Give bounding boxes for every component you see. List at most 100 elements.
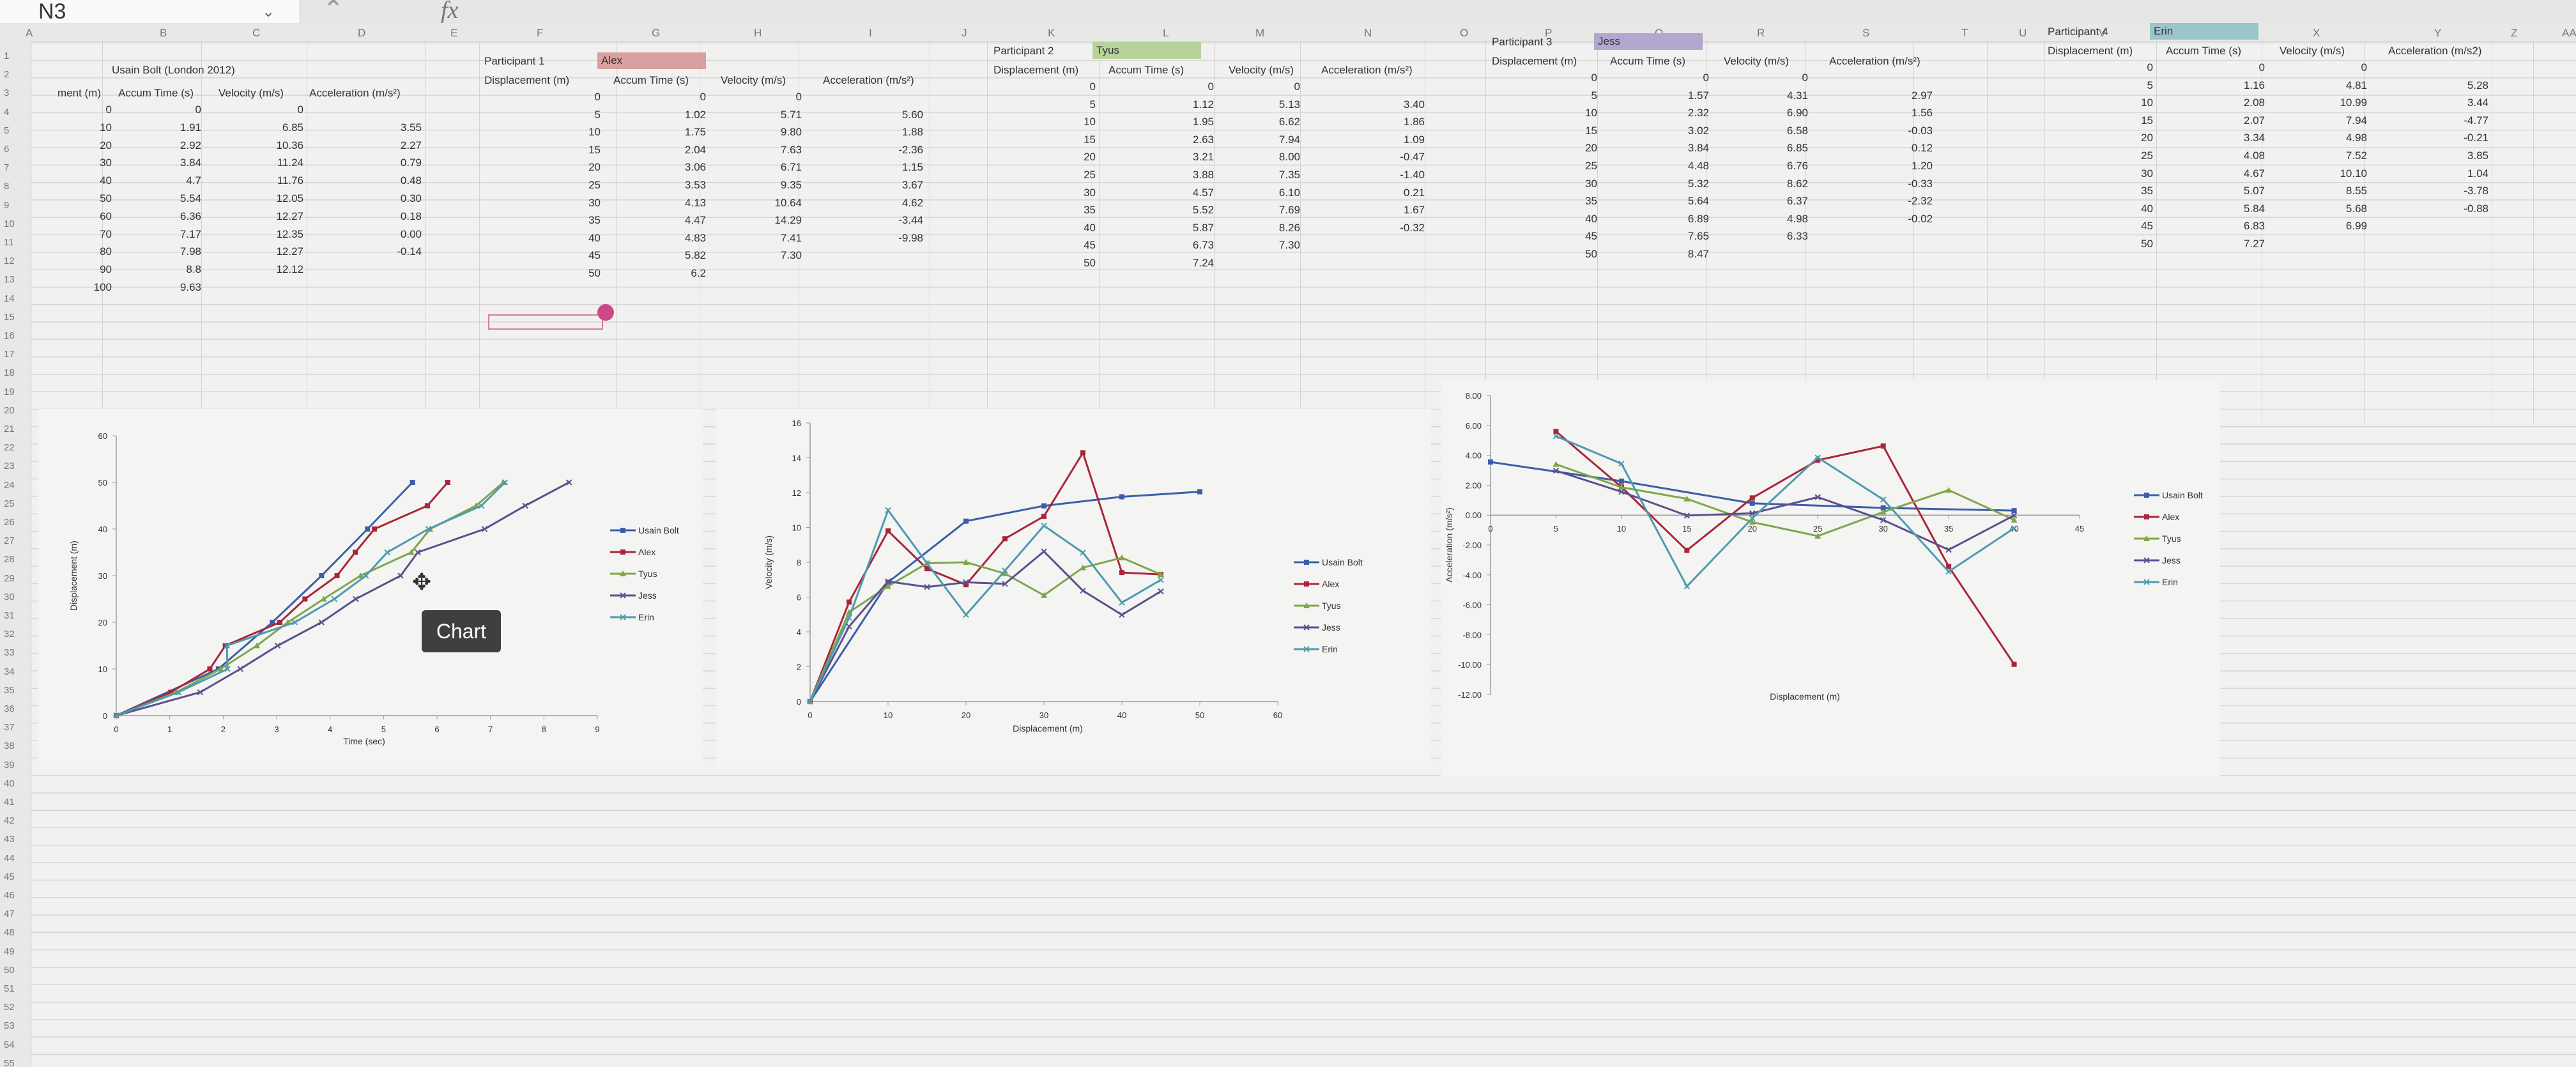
- row-header[interactable]: 46: [4, 890, 15, 901]
- participant-cell[interactable]: 40: [1585, 212, 1597, 225]
- participant-cell[interactable]: 5.52: [1192, 204, 1214, 217]
- participant-cell[interactable]: 5.68: [2345, 202, 2367, 215]
- participant-cell[interactable]: 5.60: [901, 108, 923, 121]
- participant-name[interactable]: Jess: [1594, 33, 1703, 50]
- collaborator-avatar[interactable]: [597, 304, 614, 321]
- bolt-cell[interactable]: 0.30: [400, 192, 422, 204]
- participant-cell[interactable]: 6.33: [1786, 230, 1808, 243]
- participant-cell[interactable]: 6.71: [780, 161, 802, 174]
- bolt-cell[interactable]: 50: [100, 192, 112, 204]
- row-header[interactable]: 31: [4, 610, 15, 621]
- bolt-cell[interactable]: 0: [297, 104, 303, 116]
- bolt-cell[interactable]: 90: [100, 263, 112, 276]
- participant-cell[interactable]: 6.2: [691, 267, 706, 279]
- participant-cell[interactable]: 1.12: [1192, 98, 1214, 111]
- bolt-cell[interactable]: 100: [93, 281, 112, 293]
- participant-cell[interactable]: 7.27: [2243, 238, 2265, 250]
- participant-cell[interactable]: 7.35: [1278, 169, 1300, 181]
- row-header[interactable]: 26: [4, 517, 15, 528]
- participant-cell[interactable]: 4.98: [1786, 212, 1808, 225]
- column-header[interactable]: B: [160, 27, 167, 39]
- row-header[interactable]: 22: [4, 442, 15, 454]
- participant-cell[interactable]: 6.73: [1192, 239, 1214, 252]
- participant-cell[interactable]: 10: [588, 126, 601, 139]
- participant-name[interactable]: Alex: [597, 52, 706, 69]
- participant-cell[interactable]: 45: [1585, 230, 1597, 243]
- participant-cell[interactable]: 40: [1084, 221, 1096, 234]
- participant-cell[interactable]: 50: [1084, 257, 1096, 269]
- row-header[interactable]: 14: [4, 293, 15, 304]
- bolt-cell[interactable]: 20: [100, 139, 112, 151]
- row-header[interactable]: 21: [4, 424, 15, 434]
- bolt-cell[interactable]: 12.27: [276, 210, 303, 222]
- participant-cell[interactable]: 5.32: [1687, 177, 1709, 190]
- participant-cell[interactable]: 5: [1089, 98, 1096, 111]
- participant-cell[interactable]: 10: [2141, 96, 2153, 109]
- bolt-cell[interactable]: 12.35: [276, 227, 303, 240]
- row-header[interactable]: 13: [4, 274, 15, 286]
- row-header[interactable]: 29: [4, 572, 15, 584]
- participant-cell[interactable]: 20: [2141, 132, 2153, 144]
- column-header[interactable]: V: [2099, 27, 2106, 39]
- participant-cell[interactable]: 1.57: [1687, 89, 1709, 102]
- participant-cell[interactable]: 2.07: [2243, 114, 2265, 127]
- participant-cell[interactable]: 3.88: [1192, 169, 1214, 181]
- participant-cell[interactable]: 45: [2141, 220, 2153, 233]
- participant-cell[interactable]: 10: [1585, 107, 1597, 119]
- participant-cell[interactable]: 8.26: [1278, 221, 1300, 234]
- participant-cell[interactable]: 8.55: [2345, 185, 2367, 197]
- column-header[interactable]: S: [1862, 27, 1870, 39]
- participant-cell[interactable]: 15: [1585, 124, 1597, 137]
- participant-cell[interactable]: 8.00: [1278, 151, 1300, 164]
- column-header[interactable]: R: [1757, 27, 1765, 39]
- participant-cell[interactable]: 3.06: [684, 161, 706, 174]
- participant-cell[interactable]: 4.67: [2243, 167, 2265, 180]
- bolt-cell[interactable]: 0: [105, 104, 112, 116]
- row-header[interactable]: 16: [4, 330, 15, 341]
- participant-cell[interactable]: 1.16: [2243, 79, 2265, 91]
- column-header[interactable]: A: [26, 27, 33, 39]
- bolt-cell[interactable]: 11.24: [277, 157, 303, 169]
- row-header[interactable]: 36: [4, 703, 15, 714]
- column-header[interactable]: O: [1460, 27, 1469, 39]
- row-header[interactable]: 4: [4, 106, 10, 118]
- acceleration-displacement-chart[interactable]: 8.00 6.00 4.00 2.00 0.00 -2.00 -4.00 -6.00 -8.00…: [1441, 380, 2220, 776]
- participant-cell[interactable]: 6.76: [1786, 160, 1808, 172]
- bolt-cell[interactable]: 9.63: [180, 281, 201, 293]
- participant-cell[interactable]: -9.98: [898, 231, 923, 244]
- bolt-cell[interactable]: 80: [100, 245, 112, 258]
- bolt-cell[interactable]: 60: [100, 210, 112, 222]
- participant-cell[interactable]: 3.40: [1403, 98, 1425, 111]
- participant-cell[interactable]: 4.62: [901, 196, 923, 209]
- row-header[interactable]: 18: [4, 367, 15, 379]
- row-header[interactable]: 34: [4, 666, 15, 677]
- participant-cell[interactable]: 1.04: [2467, 167, 2488, 180]
- participant-cell[interactable]: 15: [2141, 114, 2153, 127]
- row-header[interactable]: 15: [4, 311, 15, 323]
- bolt-cell[interactable]: 10.36: [276, 139, 303, 151]
- bolt-cell[interactable]: 7.17: [180, 227, 201, 240]
- column-header[interactable]: P: [1545, 27, 1552, 39]
- participant-cell[interactable]: 3.44: [2467, 96, 2488, 109]
- name-box[interactable]: N3: [0, 0, 300, 23]
- row-header[interactable]: 53: [4, 1020, 15, 1032]
- row-header[interactable]: 37: [4, 722, 15, 733]
- column-header[interactable]: N: [1364, 27, 1372, 39]
- bolt-cell[interactable]: 3.84: [180, 157, 201, 169]
- participant-cell[interactable]: 2.08: [2243, 96, 2265, 109]
- column-header[interactable]: F: [537, 27, 544, 39]
- row-header[interactable]: 28: [4, 554, 15, 565]
- participant-cell[interactable]: 1.20: [1911, 160, 1933, 172]
- participant-cell[interactable]: 4.81: [2345, 79, 2367, 91]
- participant-cell[interactable]: 8.62: [1786, 177, 1808, 190]
- column-header[interactable]: G: [652, 27, 661, 39]
- participant-cell[interactable]: 40: [2141, 202, 2153, 215]
- column-header[interactable]: M: [1255, 27, 1265, 39]
- column-header[interactable]: X: [2313, 27, 2320, 39]
- row-header[interactable]: 19: [4, 386, 15, 397]
- participant-cell[interactable]: 45: [588, 249, 601, 262]
- participant-cell[interactable]: 3.21: [1192, 151, 1214, 164]
- participant-cell[interactable]: 2.32: [1687, 107, 1709, 119]
- participant-cell[interactable]: 6.90: [1786, 107, 1808, 119]
- participant-cell[interactable]: 3.67: [901, 179, 923, 191]
